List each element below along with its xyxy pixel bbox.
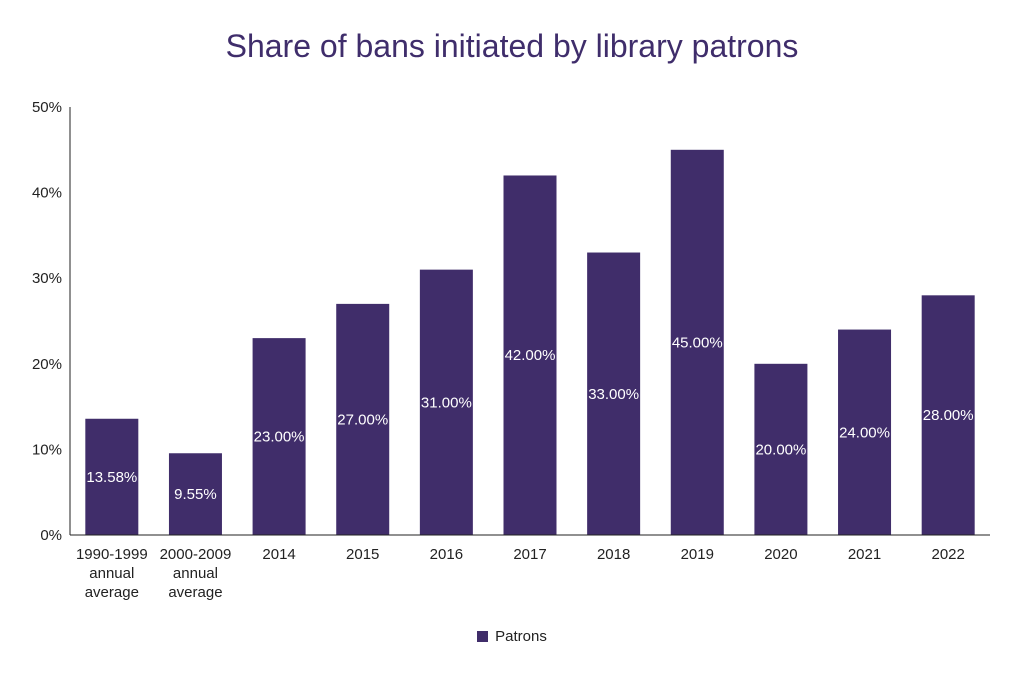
category-label: 2020 (764, 546, 797, 563)
legend: Patrons (0, 628, 1024, 645)
bar-value-label: 24.00% (839, 424, 890, 441)
category-label: 2014 (262, 546, 295, 563)
bar (336, 303, 390, 535)
bar-value-label: 27.00% (337, 411, 388, 428)
y-tick-label: 40% (32, 185, 62, 202)
chart-title: Share of bans initiated by library patro… (225, 28, 799, 64)
bar (838, 329, 892, 535)
y-tick-label: 20% (32, 356, 62, 373)
bar (252, 338, 306, 535)
category-label: 2000-2009 annual average (160, 546, 232, 601)
y-tick-label: 10% (32, 441, 62, 458)
bar (587, 252, 641, 535)
bar-value-label: 28.00% (923, 407, 974, 424)
bar-value-label: 9.55% (174, 486, 217, 503)
category-label: 2017 (513, 546, 546, 563)
y-tick-label: 50% (32, 99, 62, 116)
bar-value-labels: 13.58% 9.55% 23.00% 27.00% 31.00% 42.00% 33.00… (86, 334, 973, 503)
bars (85, 149, 975, 536)
bar (754, 363, 808, 535)
bar (670, 149, 724, 536)
category-label: 2018 (597, 546, 630, 563)
bar (85, 418, 139, 535)
bar-value-label: 20.00% (755, 441, 806, 458)
legend-label: Patrons (495, 628, 547, 645)
bar-value-label: 23.00% (254, 429, 305, 446)
y-tick-label: 30% (32, 270, 62, 287)
bar-value-label: 13.58% (86, 469, 137, 486)
y-axis-ticks: 0% 10% 20% 30% 40% 50% (32, 99, 62, 544)
bar-value-label: 42.00% (505, 347, 556, 364)
category-label: 2022 (931, 546, 964, 563)
bar (419, 269, 473, 535)
y-tick-label: 0% (40, 527, 62, 544)
bar (921, 295, 975, 535)
bar (503, 175, 557, 536)
category-label: 2021 (848, 546, 881, 563)
bar-value-label: 33.00% (588, 386, 639, 403)
bar (168, 453, 222, 535)
bar-value-label: 45.00% (672, 334, 723, 351)
bar-value-label: 31.00% (421, 394, 472, 411)
category-label: 2019 (681, 546, 714, 563)
legend-swatch (477, 631, 489, 642)
category-label: 2016 (430, 546, 463, 563)
category-label: 1990-1999 annual average (76, 546, 148, 601)
category-label: 2015 (346, 546, 379, 563)
